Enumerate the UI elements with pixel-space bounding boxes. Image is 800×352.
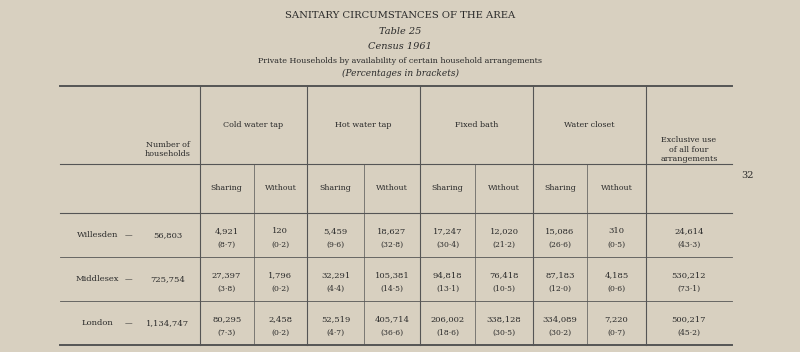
Text: —: —	[124, 231, 132, 239]
Text: (12·0): (12·0)	[549, 285, 571, 293]
Text: (30·4): (30·4)	[436, 241, 459, 249]
Text: (14·5): (14·5)	[381, 285, 403, 293]
Text: —: —	[124, 275, 132, 283]
Text: 27,397: 27,397	[212, 271, 242, 279]
Text: London: London	[82, 319, 114, 327]
Text: (18·6): (18·6)	[436, 329, 459, 337]
Text: (10·5): (10·5)	[493, 285, 516, 293]
Text: 32,291: 32,291	[321, 271, 350, 279]
Text: 15,086: 15,086	[546, 227, 574, 235]
Text: (3·8): (3·8)	[218, 285, 236, 293]
Text: 76,418: 76,418	[490, 271, 519, 279]
Text: 56,803: 56,803	[153, 231, 182, 239]
Text: 120: 120	[273, 227, 288, 235]
Text: 405,714: 405,714	[374, 315, 410, 323]
Text: 94,818: 94,818	[433, 271, 462, 279]
Text: 105,381: 105,381	[374, 271, 410, 279]
Text: 24,614: 24,614	[674, 227, 704, 235]
Text: (0·2): (0·2)	[271, 329, 290, 337]
Text: Number of
households: Number of households	[145, 141, 190, 158]
Text: (13·1): (13·1)	[436, 285, 459, 293]
Text: 32: 32	[742, 171, 754, 181]
Text: Without: Without	[488, 184, 520, 193]
Text: 52,519: 52,519	[321, 315, 350, 323]
Text: Without: Without	[265, 184, 296, 193]
Text: (0·5): (0·5)	[607, 241, 626, 249]
Text: Middlesex: Middlesex	[76, 275, 119, 283]
Text: 5,459: 5,459	[323, 227, 348, 235]
Text: (0·7): (0·7)	[607, 329, 626, 337]
Text: 2,458: 2,458	[268, 315, 293, 323]
Text: —: —	[124, 319, 132, 327]
Text: (8·7): (8·7)	[218, 241, 236, 249]
Text: (0·2): (0·2)	[271, 241, 290, 249]
Text: (4·7): (4·7)	[326, 329, 345, 337]
Text: (7·3): (7·3)	[218, 329, 236, 337]
Text: 4,185: 4,185	[604, 271, 629, 279]
Text: (45·2): (45·2)	[678, 329, 701, 337]
Text: 87,183: 87,183	[546, 271, 574, 279]
Text: (26·6): (26·6)	[549, 241, 571, 249]
Text: 206,002: 206,002	[430, 315, 465, 323]
Text: (73·1): (73·1)	[678, 285, 701, 293]
Text: (30·2): (30·2)	[549, 329, 571, 337]
Text: 7,220: 7,220	[605, 315, 628, 323]
Text: Without: Without	[601, 184, 632, 193]
Text: (43·3): (43·3)	[678, 241, 701, 249]
Text: (21·2): (21·2)	[493, 241, 516, 249]
Text: SANITARY CIRCUMSTANCES OF THE AREA: SANITARY CIRCUMSTANCES OF THE AREA	[285, 11, 515, 20]
Text: 80,295: 80,295	[212, 315, 242, 323]
Text: (36·6): (36·6)	[381, 329, 403, 337]
Text: Cold water tap: Cold water tap	[223, 121, 283, 129]
Text: Census 1961: Census 1961	[368, 42, 432, 51]
Text: Table 25: Table 25	[379, 27, 421, 36]
Text: Without: Without	[376, 184, 408, 193]
Text: 1,134,747: 1,134,747	[146, 319, 189, 327]
Text: (4·4): (4·4)	[326, 285, 345, 293]
Text: Exclusive use
of all four
arrangements: Exclusive use of all four arrangements	[660, 137, 718, 163]
Text: Sharing: Sharing	[320, 184, 351, 193]
Text: Sharing: Sharing	[432, 184, 464, 193]
Text: Water closet: Water closet	[564, 121, 614, 129]
Text: Hot water tap: Hot water tap	[335, 121, 392, 129]
Text: 310: 310	[609, 227, 625, 235]
Text: (Percentages in brackets): (Percentages in brackets)	[342, 69, 458, 78]
Text: Sharing: Sharing	[210, 184, 242, 193]
Text: Sharing: Sharing	[544, 184, 576, 193]
Text: (32·8): (32·8)	[381, 241, 403, 249]
Text: 338,128: 338,128	[487, 315, 522, 323]
Text: Fixed bath: Fixed bath	[455, 121, 498, 129]
Text: 18,627: 18,627	[378, 227, 406, 235]
Text: 1,796: 1,796	[269, 271, 293, 279]
Text: 17,247: 17,247	[433, 227, 462, 235]
Text: 530,212: 530,212	[672, 271, 706, 279]
Text: (0·2): (0·2)	[271, 285, 290, 293]
Text: Private Households by availability of certain household arrangements: Private Households by availability of ce…	[258, 57, 542, 65]
Text: 725,754: 725,754	[150, 275, 185, 283]
Text: (0·6): (0·6)	[607, 285, 626, 293]
Text: (30·5): (30·5)	[493, 329, 516, 337]
Text: 334,089: 334,089	[542, 315, 578, 323]
Text: 4,921: 4,921	[214, 227, 238, 235]
Text: 12,020: 12,020	[490, 227, 518, 235]
Text: Willesden: Willesden	[77, 231, 118, 239]
Text: 500,217: 500,217	[672, 315, 706, 323]
Text: (9·6): (9·6)	[326, 241, 345, 249]
